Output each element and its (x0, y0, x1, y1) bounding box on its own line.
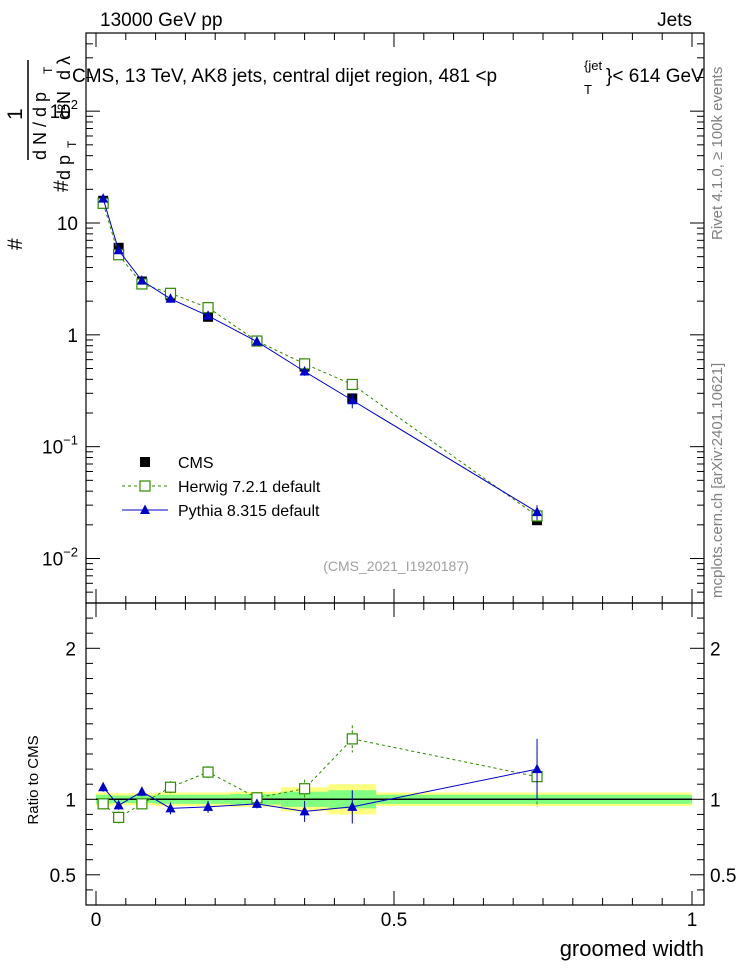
title-subscript: T (584, 82, 592, 97)
ratio-y-tick-label-right: 1 (710, 790, 721, 811)
ylabel-hash2: # (50, 180, 73, 192)
ratio-data-point (347, 801, 358, 811)
legend-label: CMS (178, 455, 214, 472)
x-axis-label: groomed width (560, 936, 704, 961)
main-data-point (299, 366, 310, 376)
ratio-data-point (202, 766, 214, 778)
ylabel-dn-sub: T (41, 66, 55, 74)
main-y-tick-label: 10−2 (42, 544, 78, 570)
main-y-tick-label: 10−1 (42, 433, 78, 459)
ratio-data-point (251, 798, 262, 808)
main-series-line (102, 203, 538, 517)
ylabel-hash1: # (4, 238, 27, 250)
ratio-series-layer (97, 725, 543, 824)
main-data-point (532, 506, 543, 517)
analysis-watermark: (CMS_2021_I1920187) (323, 558, 469, 574)
ylabel-dn: d N / d p (30, 92, 50, 160)
legend: CMS Herwig 7.2.1 default Pythia 8.315 defa… (122, 455, 321, 520)
main-series-layer (97, 193, 543, 526)
ratio-data-point (136, 798, 148, 810)
mcplots-label: mcplots.cern.ch [arXiv:2401.10621] (709, 363, 726, 598)
ratio-panel-frame (85, 602, 705, 906)
ratio-y-tick-label-right: 2 (710, 639, 721, 660)
legend-marker (139, 480, 151, 492)
rivet-label: Rivet 4.1.0, ≥ 100k events (709, 67, 726, 240)
legend-marker (140, 504, 150, 514)
title-superscript: {jet (584, 58, 602, 73)
ratio-data-point (203, 801, 214, 811)
ylabel-dp: d p (54, 155, 74, 180)
ratio-y-tick-label: 1 (65, 790, 76, 811)
ratio-data-point (532, 763, 543, 774)
main-y-tick-label: 1 (67, 326, 78, 347)
ratio-x-tick-label: 1 (687, 910, 698, 931)
ratio-data-point (113, 799, 124, 810)
ratio-data-point (346, 733, 358, 745)
ratio-data-point (165, 802, 176, 813)
main-y-tick-label: 10 (57, 214, 78, 235)
ratio-data-point (97, 798, 109, 810)
header-right: Jets (657, 10, 692, 31)
ratio-x-tick-label: 0.5 (381, 910, 407, 931)
main-series-line (102, 198, 538, 513)
ratio-y-tick-label-right: 0.5 (710, 866, 736, 887)
ratio-y-axis-label: Ratio to CMS (25, 735, 42, 824)
plot-title: CMS, 13 TeV, AK8 jets, central dijet reg… (72, 66, 497, 87)
main-y-axis-label: # 1 d N / d p T # d p T d²N d λ (4, 56, 79, 250)
title-tail: }< 614 GeV (606, 66, 704, 87)
ratio-data-point (113, 811, 125, 824)
ratio-uncertainty-bands (96, 784, 692, 815)
ylabel-dp-sub: T (65, 140, 79, 148)
legend-label: Pythia 8.315 default (178, 503, 320, 520)
main-data-point (113, 244, 124, 255)
main-data-point (346, 378, 358, 391)
main-data-point (347, 394, 358, 405)
ylabel-dlambda: d λ (54, 56, 74, 80)
ratio-data-point (136, 786, 147, 796)
main-data-point (98, 193, 109, 203)
ratio-x-tick-label: 0 (91, 910, 102, 931)
ratio-y-tick-label: 2 (65, 639, 76, 660)
legend-marker (140, 457, 150, 467)
ylabel-one: 1 (4, 108, 27, 120)
main-data-point (165, 293, 176, 303)
ratio-data-point (299, 783, 311, 795)
header-left: 13000 GeV pp (100, 10, 223, 31)
ratio-axes-ticks: 0 0.5 1 0.5 0.5 1 1 2 2 (50, 603, 736, 931)
ratio-data-point (98, 781, 109, 792)
ratio-data-point (299, 805, 310, 816)
ratio-data-point (164, 781, 177, 793)
main-data-point (251, 336, 262, 346)
ratio-y-tick-label: 0.5 (50, 866, 76, 887)
ylabel-d2n: d²N (54, 91, 74, 120)
legend-label: Herwig 7.2.1 default (178, 479, 321, 496)
main-data-point (136, 275, 147, 285)
main-data-point (203, 310, 214, 320)
